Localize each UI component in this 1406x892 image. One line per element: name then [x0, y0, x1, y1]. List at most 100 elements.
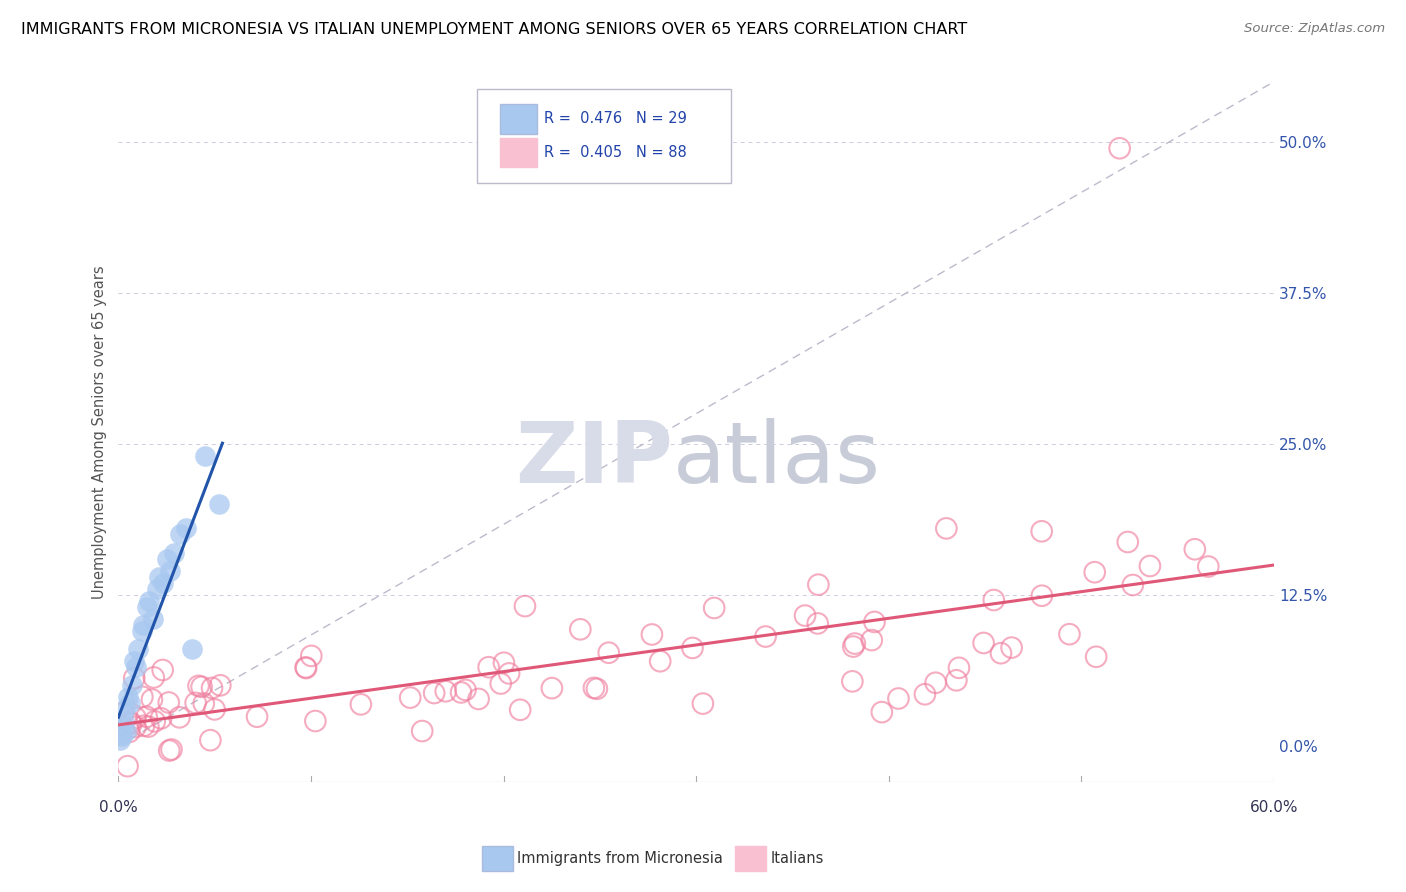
Point	[454, 682, 477, 697]
Point	[174, 521, 197, 535]
Point	[807, 616, 830, 631]
Point	[586, 681, 609, 696]
Point	[143, 714, 166, 729]
Point	[200, 733, 222, 747]
Point	[180, 642, 202, 657]
Point	[209, 678, 232, 692]
Text: 60.0%: 60.0%	[1250, 800, 1298, 815]
Point	[983, 593, 1005, 607]
Point	[138, 594, 160, 608]
Point	[1139, 559, 1161, 574]
Point	[870, 705, 893, 719]
Point	[150, 711, 173, 725]
Point	[411, 724, 433, 739]
Point	[807, 577, 830, 591]
Point	[169, 710, 191, 724]
Point	[125, 660, 148, 674]
Point	[1197, 559, 1219, 574]
Point	[148, 569, 170, 583]
Point	[146, 582, 169, 596]
Point	[863, 615, 886, 629]
Point	[1031, 589, 1053, 603]
Point	[641, 627, 664, 641]
Text: R =  0.405   N = 88: R = 0.405 N = 88	[544, 145, 686, 160]
Point	[299, 648, 322, 663]
Point	[122, 654, 145, 668]
Point	[142, 612, 165, 626]
Point	[990, 646, 1012, 660]
Point	[187, 679, 209, 693]
Point	[110, 726, 132, 740]
Point	[703, 601, 725, 615]
Point	[121, 678, 143, 692]
Point	[948, 661, 970, 675]
Point	[117, 690, 139, 705]
FancyBboxPatch shape	[499, 104, 537, 134]
Point	[650, 654, 672, 668]
Point	[193, 697, 215, 711]
Point	[755, 630, 778, 644]
Point	[945, 673, 967, 688]
Text: Italians: Italians	[770, 851, 824, 865]
Point	[115, 724, 138, 739]
Point	[1059, 627, 1081, 641]
Point	[152, 575, 174, 590]
Point	[541, 681, 564, 695]
Point	[110, 732, 132, 747]
Point	[1000, 640, 1022, 655]
Point	[127, 642, 149, 657]
Point	[117, 759, 139, 773]
Text: R =  0.476   N = 29: R = 0.476 N = 29	[544, 112, 686, 127]
Point	[513, 599, 536, 613]
Point	[160, 742, 183, 756]
Point	[141, 692, 163, 706]
Point	[190, 680, 212, 694]
Point	[184, 696, 207, 710]
Point	[841, 674, 863, 689]
Point	[1116, 535, 1139, 549]
Point	[132, 719, 155, 733]
Text: ZIP: ZIP	[515, 418, 673, 501]
Point	[194, 449, 217, 463]
Point	[794, 608, 817, 623]
Point	[169, 527, 191, 541]
Point	[207, 497, 229, 511]
Point	[131, 690, 153, 704]
Point	[111, 729, 134, 743]
Point	[118, 725, 141, 739]
Point	[132, 618, 155, 632]
Point	[399, 690, 422, 705]
Point	[131, 624, 153, 638]
Point	[157, 743, 180, 757]
Point	[118, 697, 141, 711]
Text: Source: ZipAtlas.com: Source: ZipAtlas.com	[1244, 22, 1385, 36]
Point	[122, 671, 145, 685]
Point	[569, 623, 592, 637]
Point	[935, 521, 957, 535]
FancyBboxPatch shape	[499, 138, 537, 168]
Point	[1031, 524, 1053, 539]
Point	[1108, 141, 1130, 155]
Point	[478, 660, 501, 674]
Point	[112, 721, 135, 735]
Point	[142, 670, 165, 684]
Point	[842, 640, 865, 654]
Point	[1122, 578, 1144, 592]
Point	[860, 633, 883, 648]
Point	[434, 684, 457, 698]
Point	[304, 714, 326, 728]
Point	[112, 714, 135, 729]
Point	[844, 636, 866, 650]
Point	[350, 698, 373, 712]
FancyBboxPatch shape	[477, 89, 731, 184]
Point	[135, 710, 157, 724]
Point	[159, 564, 181, 578]
Point	[887, 691, 910, 706]
Point	[492, 656, 515, 670]
Point	[914, 687, 936, 701]
Point	[598, 646, 620, 660]
Point	[692, 697, 714, 711]
Point	[138, 720, 160, 734]
Point	[295, 661, 318, 675]
Point	[120, 717, 142, 731]
